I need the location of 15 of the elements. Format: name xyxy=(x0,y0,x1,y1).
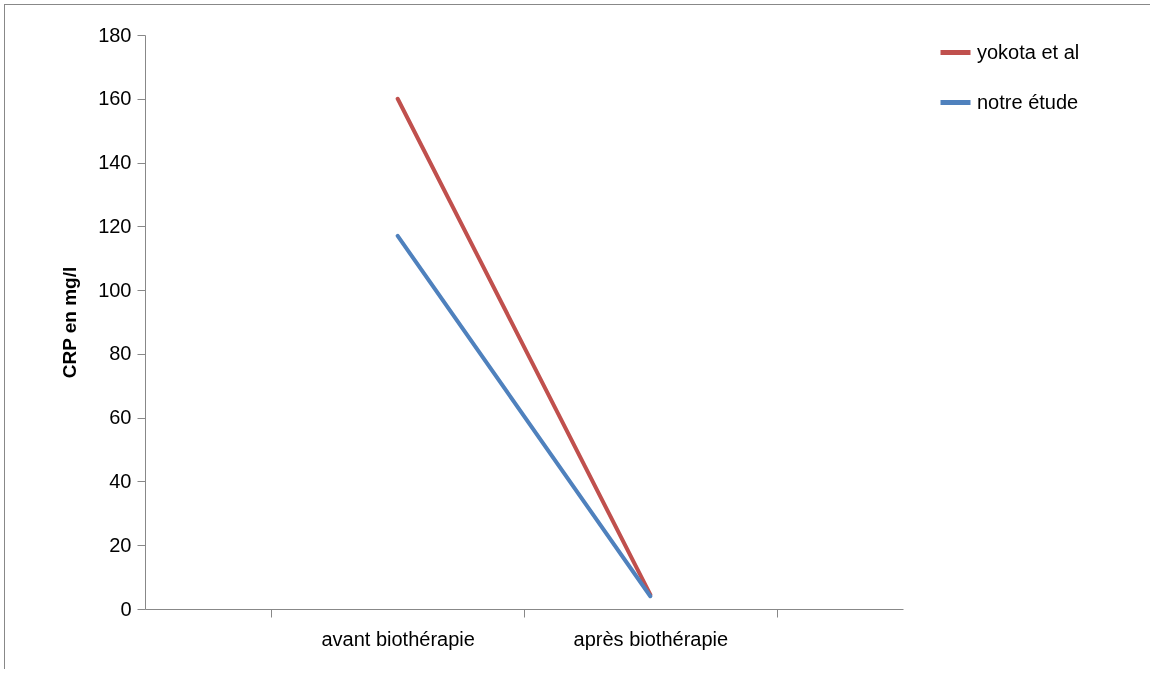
y-tick-label: 140 xyxy=(98,151,132,174)
y-tick-label: 20 xyxy=(109,533,132,556)
y-tick-label: 120 xyxy=(98,214,132,237)
y-tick-label: 0 xyxy=(120,597,132,620)
legend-label: notre étude xyxy=(977,90,1079,113)
y-tick-label: 80 xyxy=(109,342,132,365)
x-tick-label: après biothérapie xyxy=(573,627,729,650)
y-tick-label: 160 xyxy=(98,87,132,110)
y-tick-label: 40 xyxy=(109,469,132,492)
y-tick-label: 100 xyxy=(98,278,132,301)
y-tick-label: 180 xyxy=(98,23,132,46)
x-tick-label: avant biothérapie xyxy=(321,627,475,650)
legend-label: yokota et al xyxy=(977,40,1080,63)
y-tick-label: 60 xyxy=(109,406,132,429)
y-axis-title: CRP en mg/l xyxy=(59,266,81,379)
